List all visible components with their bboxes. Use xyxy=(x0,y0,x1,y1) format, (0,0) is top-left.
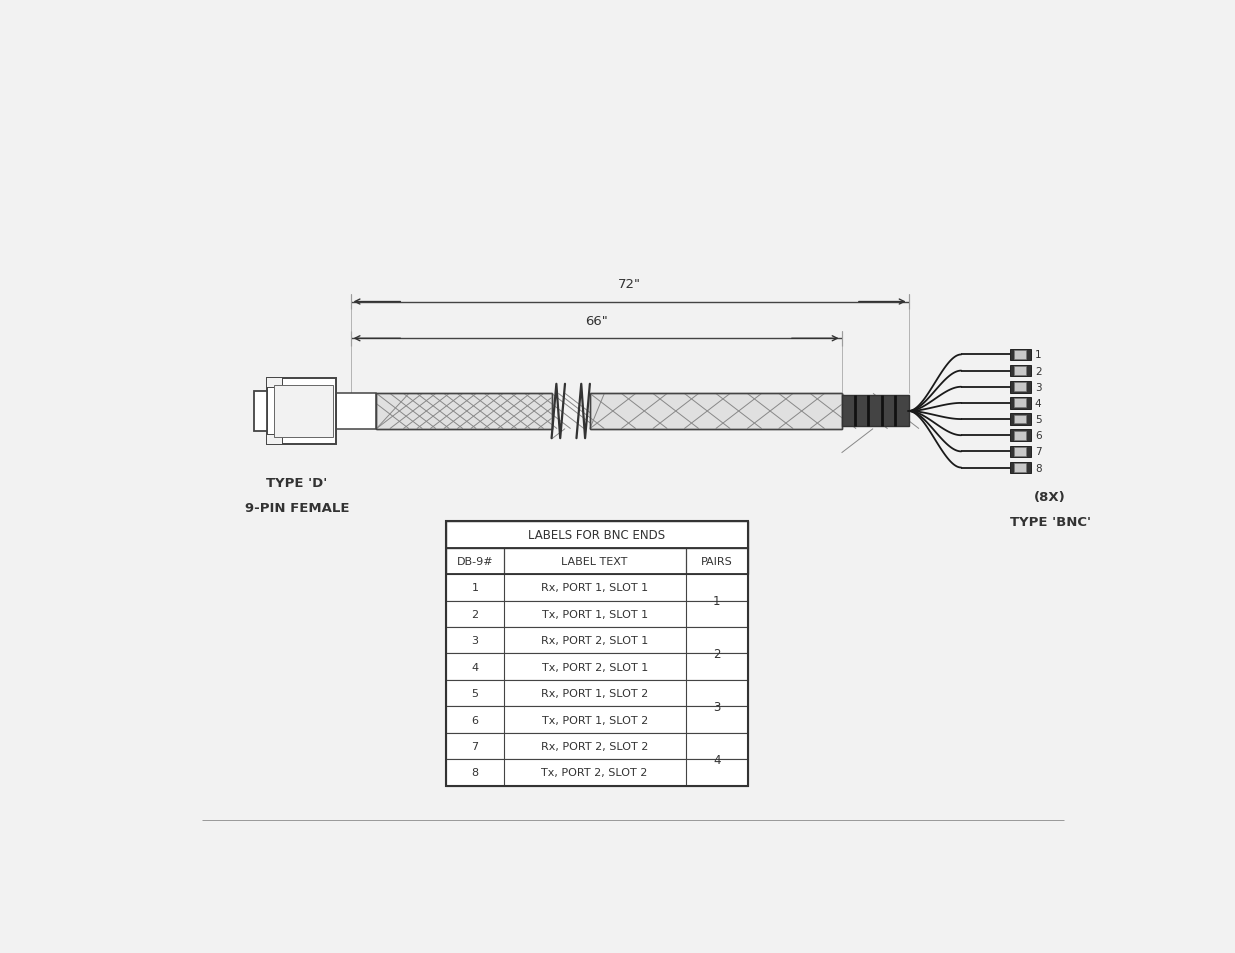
Bar xyxy=(1014,432,1026,440)
Text: Tx, PORT 1, SLOT 1: Tx, PORT 1, SLOT 1 xyxy=(542,609,647,619)
Text: 8: 8 xyxy=(472,767,479,778)
Bar xyxy=(446,654,748,680)
Text: LABELS FOR BNC ENDS: LABELS FOR BNC ENDS xyxy=(529,528,666,541)
Bar xyxy=(1014,399,1026,408)
Bar xyxy=(1014,351,1026,359)
Text: 7: 7 xyxy=(472,741,479,751)
Bar xyxy=(1010,397,1031,410)
Bar xyxy=(254,392,267,432)
Text: 8: 8 xyxy=(1035,463,1041,473)
Bar xyxy=(1010,446,1031,457)
Text: Tx, PORT 2, SLOT 1: Tx, PORT 2, SLOT 1 xyxy=(541,662,648,672)
Bar xyxy=(267,378,283,387)
Bar xyxy=(1010,365,1031,377)
Text: 66": 66" xyxy=(584,314,608,327)
Bar xyxy=(1010,462,1031,474)
Text: 7: 7 xyxy=(1035,447,1041,456)
Text: 1: 1 xyxy=(472,582,478,593)
Text: 2: 2 xyxy=(713,647,720,660)
Bar xyxy=(377,394,552,429)
Bar xyxy=(446,706,748,733)
Text: Tx, PORT 2, SLOT 2: Tx, PORT 2, SLOT 2 xyxy=(541,767,648,778)
Text: (8X): (8X) xyxy=(1035,490,1066,503)
Text: 72": 72" xyxy=(618,277,641,291)
Bar xyxy=(267,436,283,445)
Text: TYPE 'D': TYPE 'D' xyxy=(267,476,327,490)
Bar xyxy=(446,680,748,706)
Text: 3: 3 xyxy=(713,700,720,713)
Text: Rx, PORT 1, SLOT 1: Rx, PORT 1, SLOT 1 xyxy=(541,582,648,593)
Bar xyxy=(1014,416,1026,424)
Text: 1: 1 xyxy=(713,595,720,607)
Bar xyxy=(446,548,748,575)
Bar xyxy=(446,521,748,548)
Text: PAIRS: PAIRS xyxy=(700,557,732,566)
Text: Rx, PORT 1, SLOT 2: Rx, PORT 1, SLOT 2 xyxy=(541,688,648,699)
Bar xyxy=(336,394,377,429)
Bar xyxy=(1014,448,1026,456)
Text: 4: 4 xyxy=(472,662,479,672)
Text: 1: 1 xyxy=(1035,350,1041,360)
Text: 6: 6 xyxy=(472,715,478,724)
Text: 5: 5 xyxy=(472,688,478,699)
Text: 2: 2 xyxy=(1035,366,1041,376)
Text: 4: 4 xyxy=(713,753,720,766)
Bar xyxy=(1014,383,1026,392)
Bar xyxy=(446,521,748,786)
Text: 9-PIN FEMALE: 9-PIN FEMALE xyxy=(245,501,350,514)
Text: 3: 3 xyxy=(1035,382,1041,393)
Bar xyxy=(446,760,748,786)
Text: 3: 3 xyxy=(472,636,478,645)
Text: Rx, PORT 2, SLOT 1: Rx, PORT 2, SLOT 1 xyxy=(541,636,648,645)
Bar xyxy=(274,386,333,437)
Bar xyxy=(1010,430,1031,441)
Text: DB-9#: DB-9# xyxy=(457,557,493,566)
Bar xyxy=(841,396,909,427)
Bar xyxy=(267,378,336,445)
Text: 4: 4 xyxy=(1035,398,1041,409)
Text: Rx, PORT 2, SLOT 2: Rx, PORT 2, SLOT 2 xyxy=(541,741,648,751)
Text: 6: 6 xyxy=(1035,431,1041,441)
Bar xyxy=(446,627,748,654)
Bar xyxy=(1014,367,1026,375)
Text: 2: 2 xyxy=(472,609,479,619)
Text: 5: 5 xyxy=(1035,415,1041,425)
Text: LABEL TEXT: LABEL TEXT xyxy=(562,557,627,566)
Bar xyxy=(446,601,748,627)
Bar xyxy=(1010,414,1031,425)
Bar xyxy=(1010,381,1031,394)
Text: Tx, PORT 1, SLOT 2: Tx, PORT 1, SLOT 2 xyxy=(541,715,648,724)
Bar xyxy=(590,394,841,429)
Bar xyxy=(1014,464,1026,473)
Bar xyxy=(446,733,748,760)
Text: TYPE 'BNC': TYPE 'BNC' xyxy=(1010,515,1091,528)
Bar xyxy=(446,575,748,601)
Bar xyxy=(1010,349,1031,361)
